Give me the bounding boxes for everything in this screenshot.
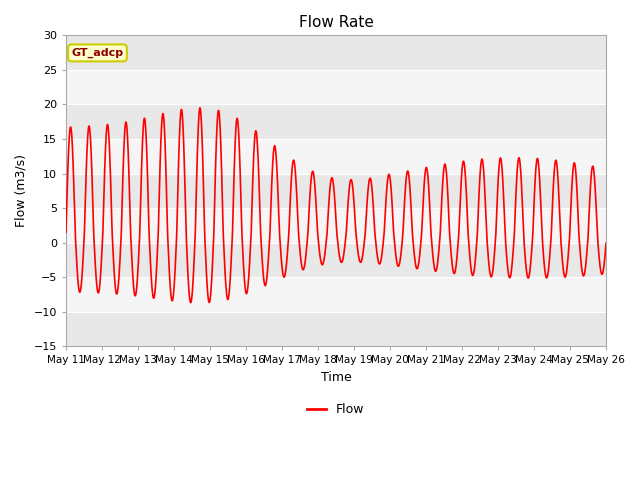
Bar [66, 208, 606, 243]
Bar [66, 36, 606, 70]
Title: Flow Rate: Flow Rate [299, 15, 374, 30]
Y-axis label: Flow (m3/s): Flow (m3/s) [15, 155, 28, 228]
Bar [66, 70, 606, 105]
Bar [66, 105, 606, 139]
Bar [66, 174, 606, 208]
Legend: Flow: Flow [302, 398, 370, 421]
Bar [66, 277, 606, 312]
Bar [66, 243, 606, 277]
Bar [66, 139, 606, 174]
Bar [66, 312, 606, 347]
X-axis label: Time: Time [321, 371, 351, 384]
Text: GT_adcp: GT_adcp [71, 48, 124, 58]
